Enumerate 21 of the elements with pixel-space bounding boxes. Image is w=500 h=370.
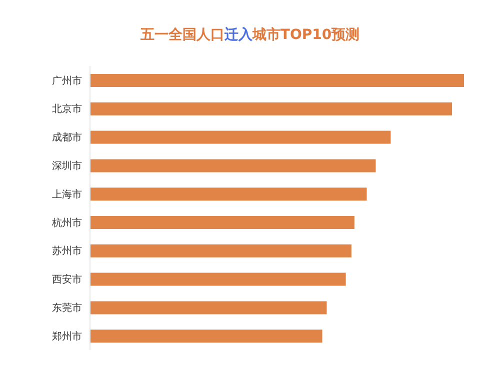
- bar: [90, 330, 322, 343]
- bar: [90, 74, 464, 87]
- bar: [90, 244, 352, 258]
- chart-title: 五一全国人口迁入城市TOP10预测: [139, 26, 361, 44]
- bar: [90, 130, 391, 144]
- y-tick-label: 深圳市: [52, 160, 82, 172]
- y-tick-label: 北京市: [52, 103, 82, 116]
- bar: [90, 272, 346, 286]
- y-tick-label: 东莞市: [52, 302, 82, 314]
- bar: [90, 301, 327, 314]
- bar: [90, 216, 354, 229]
- y-tick-label: 苏州市: [52, 245, 82, 258]
- y-tick-label: 西安市: [52, 274, 82, 286]
- y-tick-label: 郑州市: [52, 330, 82, 342]
- bar: [90, 102, 452, 116]
- y-tick-label: 成都市: [52, 132, 82, 144]
- y-tick-label: 杭州市: [51, 216, 82, 229]
- y-tick-label: 上海市: [52, 188, 82, 200]
- bar: [90, 188, 367, 201]
- bar: [90, 159, 376, 172]
- y-tick-label: 广州市: [52, 74, 82, 87]
